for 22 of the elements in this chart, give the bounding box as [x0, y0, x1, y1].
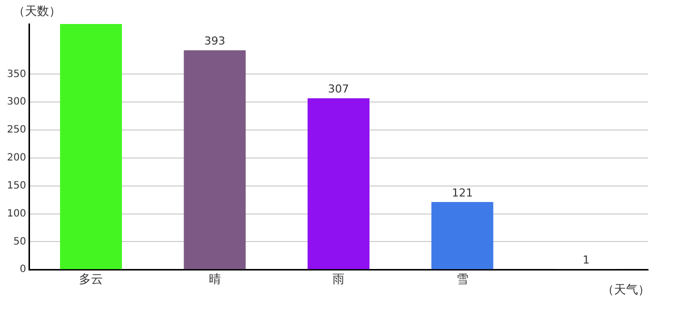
- x-axis-title: （天气）: [602, 282, 650, 297]
- y-tick-label: 150: [6, 180, 26, 192]
- data-label: 393: [204, 34, 226, 48]
- x-tick-label: 雨: [332, 272, 345, 286]
- y-tick-label: 250: [6, 124, 26, 136]
- data-label: 121: [452, 186, 473, 200]
- data-label: 307: [328, 82, 350, 96]
- y-tick-label: 200: [6, 152, 26, 164]
- x-tick-label: 多云: [78, 272, 103, 286]
- bar: [308, 98, 370, 270]
- y-tick-label: 50: [13, 236, 26, 248]
- bar: [184, 50, 246, 270]
- bar: [431, 202, 494, 270]
- y-tick-label: 350: [6, 68, 26, 80]
- x-tick-label: 雪: [456, 272, 468, 286]
- y-axis-title: （天数）: [13, 4, 62, 18]
- x-tick-label: 晴: [208, 272, 221, 286]
- data-label: 1: [582, 253, 590, 266]
- bar: [60, 24, 122, 270]
- y-tick-label: 100: [6, 208, 26, 220]
- y-tick-label: 0: [20, 264, 26, 276]
- y-tick-label: 300: [6, 96, 26, 108]
